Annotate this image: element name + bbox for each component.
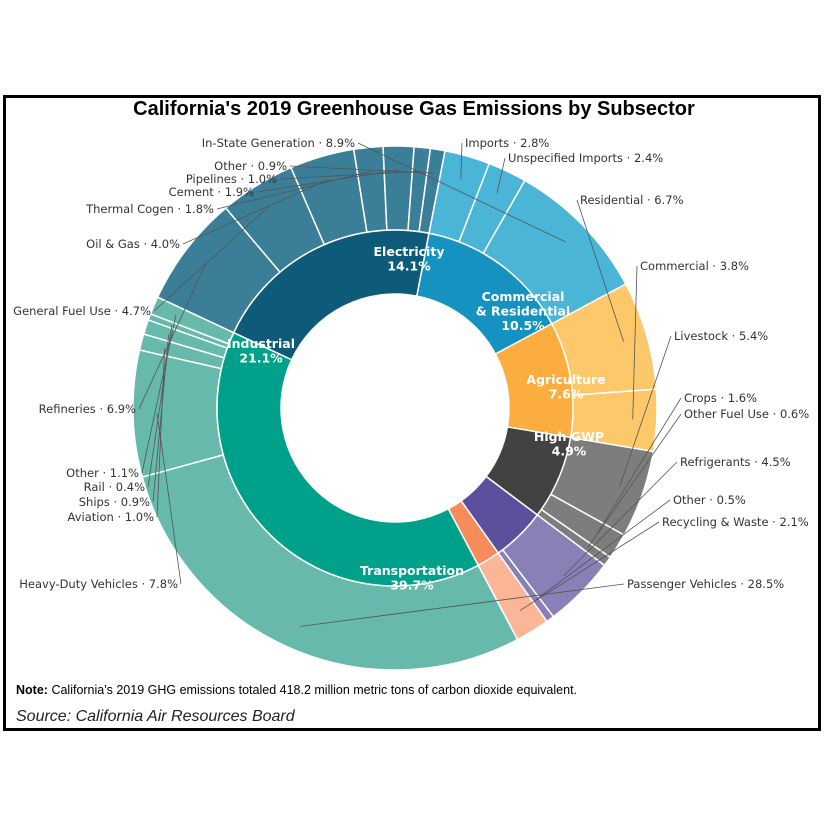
outer-label-industrial-refineries: Refineries · 6.9%	[39, 402, 136, 416]
outer-label-agriculture-livestock: Livestock · 5.4%	[674, 329, 768, 343]
note-label: Note:	[16, 683, 48, 697]
outer-label-recycling-and-waste-recycling-and-waste: Recycling & Waste · 2.1%	[662, 515, 809, 529]
outer-label-agriculture-other-fuel-use: Other Fuel Use · 0.6%	[684, 407, 809, 421]
inner-label-high-gwp: High GWP 4.9%	[534, 429, 604, 459]
outer-label-industrial-other: Other · 0.9%	[214, 159, 287, 173]
outer-label-agriculture-crops: Crops · 1.6%	[684, 391, 757, 405]
leader-line	[596, 397, 682, 534]
outer-label-commercial-and-residential-commercial: Commercial · 3.8%	[640, 259, 749, 273]
outer-label-commercial-and-residential-residential: Residential · 6.7%	[580, 193, 684, 207]
outer-label-industrial-oil-and-gas: Oil & Gas · 4.0%	[86, 237, 180, 251]
leader-line	[535, 499, 671, 601]
leader-line	[156, 347, 166, 518]
chart-title: California's 2019 Greenhouse Gas Emissio…	[133, 98, 695, 120]
outer-label-transportation-heavy-duty-vehicles: Heavy-Duty Vehicles · 7.8%	[19, 577, 178, 591]
leader-line	[153, 205, 270, 312]
inner-label-electricity: Electricity 14.1%	[374, 244, 445, 274]
leader-line	[216, 170, 371, 210]
inner-label-agriculture: Agriculture 7.6%	[526, 372, 605, 402]
leader-line	[496, 157, 506, 194]
leader-line	[279, 170, 420, 180]
outer-label-transportation-other: Other · 1.1%	[66, 466, 139, 480]
leader-line	[156, 413, 182, 585]
leader-line	[300, 583, 625, 627]
note-text: California's 2019 GHG emissions totaled …	[51, 683, 578, 697]
outer-ring	[132, 145, 658, 671]
leader-line	[576, 199, 624, 342]
outer-label-transportation-passenger-vehicles: Passenger Vehicles · 28.5%	[627, 577, 784, 591]
outer-labels: Imports · 2.8%Unspecified Imports · 2.4%…	[13, 136, 809, 591]
chart-note: Note: California's 2019 GHG emissions to…	[16, 683, 577, 697]
inner-slice-transportation	[216, 331, 480, 587]
outer-label-high-gwp-other: Other · 0.5%	[673, 493, 746, 507]
leader-line	[460, 142, 463, 180]
inner-label-industrial: Industrial 21.1%	[227, 336, 295, 366]
leader-line	[138, 263, 207, 410]
inner-label-transportation: Transportation 39.7%	[360, 563, 464, 593]
leader-line	[182, 179, 329, 245]
inner-slice-industrial	[232, 229, 430, 361]
outer-label-industrial-pipelines: Pipelines · 1.0%	[186, 172, 277, 186]
outer-label-industrial-cement: Cement · 1.9%	[169, 185, 254, 199]
inner-labels: Electricity 14.1% Commercial & Residential 1…	[227, 244, 606, 593]
inner-label-commercial-and-residential: Commercial & Residential 10.5%	[476, 289, 570, 333]
leader-line	[587, 413, 682, 548]
outer-label-transportation-ships: Ships · 0.9%	[79, 495, 150, 509]
outer-label-transportation-rail: Rail · 0.4%	[84, 480, 145, 494]
leader-lines	[138, 142, 682, 627]
inner-ring	[216, 229, 574, 587]
outer-label-electricity-unspecified-imports: Unspecified Imports · 2.4%	[508, 151, 663, 165]
outer-label-transportation-aviation: Aviation · 1.0%	[68, 510, 155, 524]
outer-slice-transportation-heavy-duty-vehicles	[132, 349, 225, 478]
outer-label-high-gwp-refrigerants: Refrigerants · 4.5%	[680, 455, 791, 469]
outer-label-electricity-imports: Imports · 2.8%	[465, 136, 549, 150]
outer-label-industrial-thermal-cogen: Thermal Cogen · 1.8%	[85, 202, 214, 216]
leader-line	[632, 265, 638, 420]
leader-line	[289, 165, 434, 174]
chart-source: Source: California Air Resources Board	[16, 708, 295, 725]
leader-line	[619, 335, 672, 487]
leader-line	[519, 521, 660, 611]
leader-line	[357, 142, 566, 243]
outer-label-electricity-in-state-generation: In-State Generation · 8.9%	[202, 136, 355, 150]
outer-label-industrial-general-fuel-use: General Fuel Use · 4.7%	[13, 304, 151, 318]
leader-line	[563, 461, 678, 577]
